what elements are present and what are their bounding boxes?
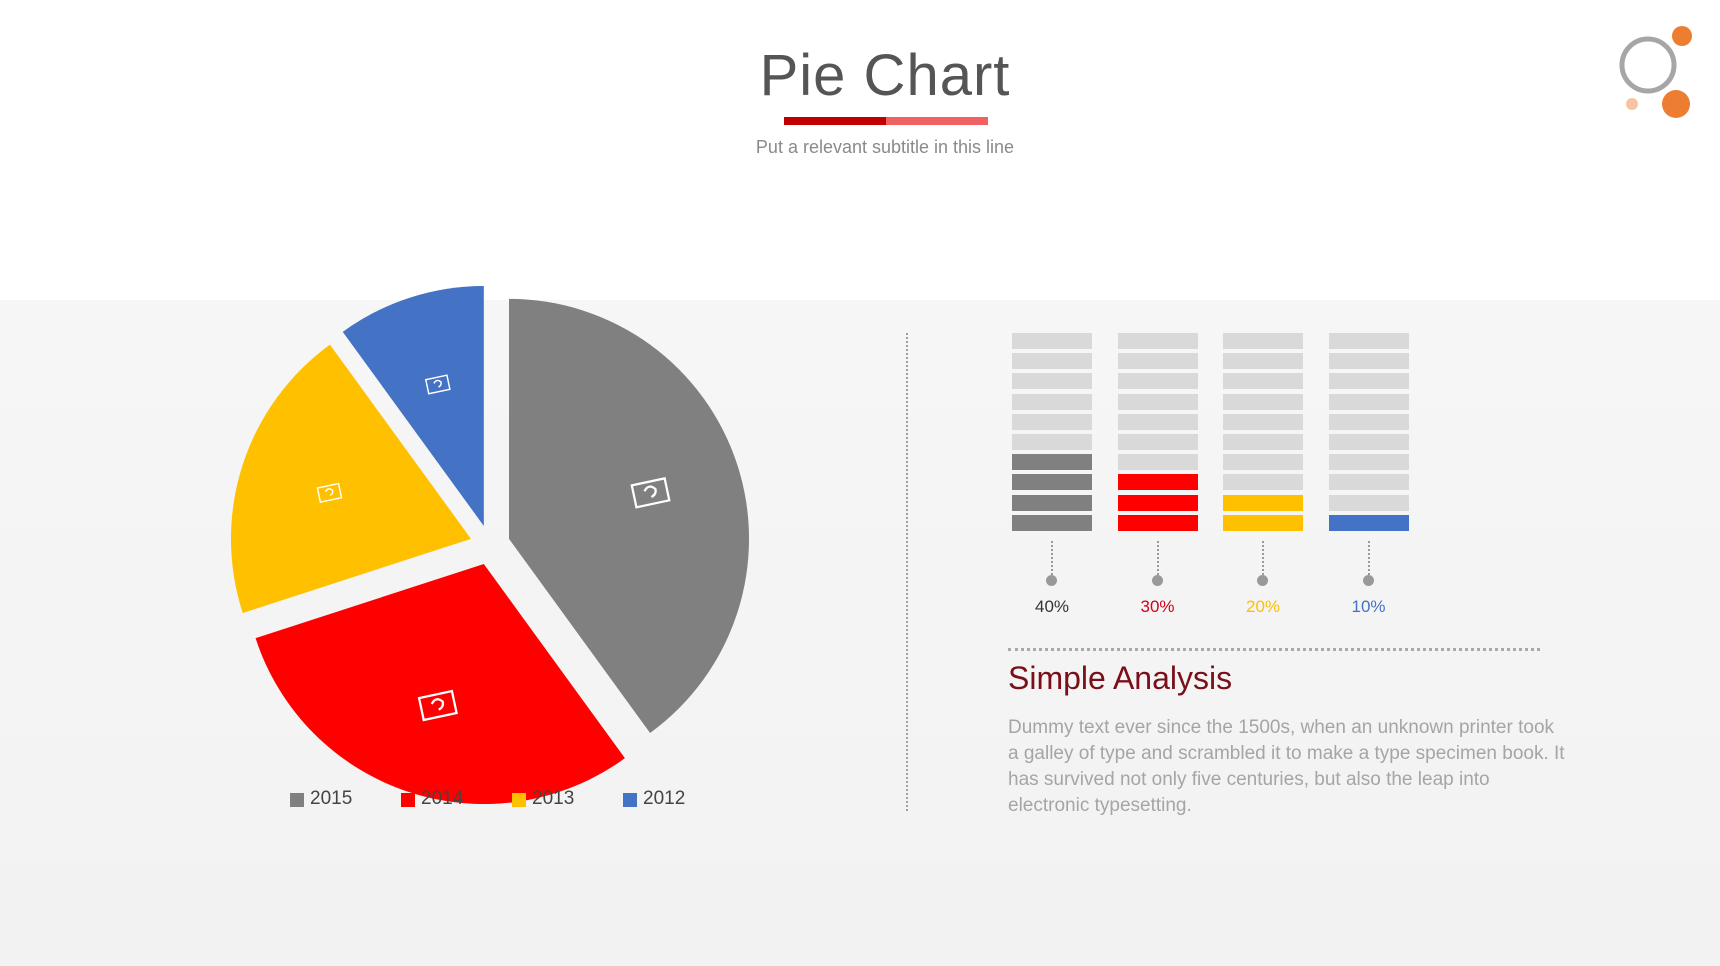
bar-segment-filled <box>1328 514 1409 531</box>
bar-connector-dot <box>1362 575 1374 586</box>
hand-pointer-icon <box>630 477 671 509</box>
pie-slice-2015 <box>509 298 750 733</box>
title-underline-dark <box>784 117 886 125</box>
bar-segment-empty <box>1223 434 1303 450</box>
bar-segment-filled <box>1117 474 1198 491</box>
pie-chart <box>230 285 750 805</box>
bar-segment-filled <box>1223 494 1303 511</box>
bar-segment-empty <box>1223 373 1303 390</box>
hand-pointer-icon <box>316 482 343 503</box>
bar-segment-empty <box>1117 413 1198 430</box>
hand-pointer-icon <box>424 374 451 395</box>
bar-segment-empty <box>1328 474 1409 491</box>
pie-slice-2014 <box>255 564 625 805</box>
logo-dot-tiny <box>1626 98 1638 110</box>
bar-segment-filled <box>1012 474 1092 491</box>
bar-segment-empty <box>1328 494 1409 511</box>
bar-segment-empty <box>1012 333 1092 349</box>
pie-slice-2012 <box>342 285 484 526</box>
bar-segment-empty <box>1328 373 1409 390</box>
bar-value-label: 10% <box>1351 597 1386 616</box>
legend-label: 2015 <box>310 788 353 809</box>
legend-swatch <box>401 793 415 807</box>
bar-segment-empty <box>1328 393 1409 410</box>
legend-label: 2014 <box>421 788 464 809</box>
bar-connector <box>1367 541 1370 579</box>
bar-segment-empty <box>1223 353 1303 370</box>
bar-segment-empty <box>1223 474 1303 491</box>
bar-segment-empty <box>1328 333 1409 349</box>
segmented-bar-chart: 40% 30% 20% 10% <box>1000 330 1440 630</box>
bar-connector-dot <box>1046 575 1057 586</box>
bar-value-label: 30% <box>1140 597 1175 616</box>
bar-connector <box>1051 541 1053 579</box>
page-subtitle: Put a relevant subtitle in this line <box>755 137 1015 157</box>
bar-segment-empty <box>1117 393 1198 410</box>
logo-dot-large <box>1662 90 1690 118</box>
vertical-divider <box>906 333 908 811</box>
analysis-title: Simple Analysis <box>1008 660 1233 696</box>
bar-segment-empty <box>1117 353 1198 370</box>
legend-swatch <box>512 793 526 807</box>
bar-segment-empty <box>1117 333 1198 349</box>
bar-segment-empty <box>1012 434 1092 450</box>
bar-segment-empty <box>1012 373 1092 390</box>
bar-segment-filled <box>1117 514 1198 531</box>
legend-label: 2013 <box>532 788 575 809</box>
bar-segment-empty <box>1117 434 1198 450</box>
bar-segment-filled <box>1117 494 1198 511</box>
bar-segment-filled <box>1012 514 1092 531</box>
title-underline-light <box>886 117 988 125</box>
bar-segment-empty <box>1012 393 1092 410</box>
bar-segment-empty <box>1117 454 1198 471</box>
bar-segment-empty <box>1117 373 1198 390</box>
page-title: Pie Chart <box>759 43 1011 108</box>
bar-segment-filled <box>1223 514 1303 531</box>
bar-connector <box>1156 541 1159 579</box>
bar-segment-empty <box>1223 454 1303 471</box>
logo <box>1619 26 1692 118</box>
pie-slice-2013 <box>230 344 471 613</box>
bar-value-label: 40% <box>1034 597 1070 616</box>
legend-label: 2012 <box>643 788 686 809</box>
bar-segment-empty <box>1328 413 1409 430</box>
bar-segment-empty <box>1012 353 1092 370</box>
horizontal-divider <box>1008 648 1540 651</box>
legend-swatch <box>623 793 637 807</box>
bar-value-label: 20% <box>1245 597 1281 616</box>
bar-connector-dot <box>1151 575 1163 586</box>
legend-swatch <box>290 793 304 807</box>
bar-segment-empty <box>1223 413 1303 430</box>
title-underline <box>784 117 988 125</box>
bar-segment-empty <box>1328 434 1409 450</box>
bar-connector-dot <box>1257 575 1268 586</box>
hand-pointer-icon <box>417 689 458 722</box>
bar-segment-empty <box>1328 454 1409 471</box>
bar-segment-empty <box>1223 393 1303 410</box>
bar-segment-filled <box>1012 454 1092 471</box>
bar-connector <box>1262 541 1264 579</box>
logo-dot-small <box>1672 26 1692 46</box>
logo-ring <box>1619 36 1677 94</box>
bar-segment-empty <box>1328 353 1409 370</box>
bar-segment-filled <box>1012 494 1092 511</box>
bar-segment-empty <box>1223 333 1303 349</box>
analysis-body: Dummy text ever since the 1500s, when an… <box>1008 717 1565 816</box>
bar-segment-empty <box>1012 413 1092 430</box>
